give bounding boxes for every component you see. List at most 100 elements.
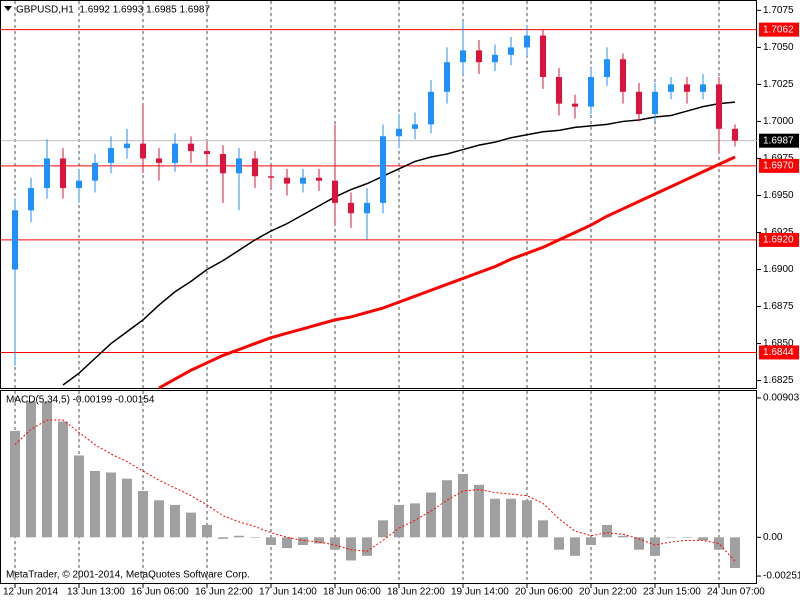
level-label-box xyxy=(759,22,799,37)
macd-bar xyxy=(570,537,580,556)
macd-bar xyxy=(506,498,516,538)
candle-body xyxy=(108,148,114,163)
menu-arrow xyxy=(4,6,12,11)
candle-body xyxy=(348,202,354,214)
x-tick-label: 20 Jun 06:00 xyxy=(515,587,573,598)
candle-body xyxy=(188,143,194,152)
candle-body xyxy=(700,84,706,92)
macd-bar xyxy=(474,484,484,538)
macd-bar xyxy=(266,537,276,546)
candle-body xyxy=(156,158,162,163)
macd-bar xyxy=(314,537,324,544)
current-price-box xyxy=(759,133,799,148)
candle-body xyxy=(300,177,306,184)
y-tick-label: 1.6950 xyxy=(763,190,794,201)
candle-body xyxy=(524,35,530,48)
candle-body xyxy=(716,84,722,129)
y-tick-label: 1.7050 xyxy=(763,42,794,53)
y-tick-label: 1.6875 xyxy=(763,301,794,312)
macd-bar xyxy=(122,478,132,538)
candle-body xyxy=(540,35,546,78)
y-tick-label: -0.00251 xyxy=(763,571,800,582)
candle-body xyxy=(236,158,242,174)
macd-bar xyxy=(202,524,212,538)
candle-body xyxy=(364,202,370,214)
y-tick-label: 1.7025 xyxy=(763,79,794,90)
macd-bar xyxy=(362,537,372,556)
y-tick-label: 1.6825 xyxy=(763,375,794,386)
macd-bar xyxy=(666,537,676,538)
candle-body xyxy=(620,59,626,92)
candle-body xyxy=(60,158,66,189)
candle-body xyxy=(172,143,178,163)
current-price-label: 1.6987 xyxy=(763,135,794,146)
candle-body xyxy=(124,143,130,149)
macd-bar xyxy=(42,401,52,538)
macd-bar xyxy=(602,524,612,538)
chart-title: GBPUSD,H1 1.6992 1.6993 1.6985 1.6987 xyxy=(16,5,210,16)
macd-bar xyxy=(26,401,36,538)
macd-bar xyxy=(394,504,404,538)
x-tick-label: 19 Jun 14:00 xyxy=(451,587,509,598)
x-tick-label: 18 Jun 06:00 xyxy=(323,587,381,598)
candle-body xyxy=(284,177,290,184)
copyright: MetaTrader, © 2001-2014, MetaQuotes Soft… xyxy=(6,570,250,581)
x-tick-label: 16 Jun 22:00 xyxy=(195,587,253,598)
macd-bar xyxy=(154,500,164,538)
macd-bar xyxy=(378,520,388,538)
y-tick-label: 0.00 xyxy=(763,532,783,543)
candle-body xyxy=(492,54,498,63)
y-tick-label: 1.7075 xyxy=(763,5,794,16)
macd-bar xyxy=(682,537,692,538)
macd-bar xyxy=(10,430,20,538)
moving-average xyxy=(158,155,736,390)
candle-body xyxy=(476,50,482,63)
macd-bar xyxy=(250,537,260,538)
macd-bar xyxy=(730,537,740,569)
y-tick-label: 1.6850 xyxy=(763,338,794,349)
level-label-box xyxy=(759,158,799,173)
macd-bar xyxy=(442,480,452,538)
candle-body xyxy=(588,77,594,107)
candle-body xyxy=(140,143,146,159)
macd-bar xyxy=(586,537,596,546)
candle-body xyxy=(268,176,274,178)
x-tick-label: 16 Jun 06:00 xyxy=(131,587,189,598)
candle-body xyxy=(444,62,450,92)
candle-body xyxy=(44,158,50,189)
macd-bar xyxy=(522,500,532,538)
level-label-box xyxy=(759,232,799,247)
macd-title: MACD(5,34,5) -0.00199 -0.00154 xyxy=(6,395,155,406)
macd-bar xyxy=(282,537,292,549)
candle-body xyxy=(428,91,434,125)
y-tick-label: 1.6900 xyxy=(763,264,794,275)
candle-body xyxy=(12,210,18,270)
price-panel xyxy=(0,0,757,389)
macd-bar xyxy=(554,537,564,550)
macd-bar xyxy=(714,537,724,550)
macd-bar xyxy=(218,537,228,539)
candle-body xyxy=(76,180,82,189)
x-tick-label: 24 Jun 07:00 xyxy=(707,587,765,598)
macd-bar xyxy=(490,498,500,538)
x-tick-label: 18 Jun 22:00 xyxy=(387,587,445,598)
candle-body xyxy=(396,128,402,137)
moving-average xyxy=(62,101,736,386)
macd-bar xyxy=(74,455,84,538)
macd-bar xyxy=(234,535,244,538)
macd-bar xyxy=(618,535,628,538)
x-tick-label: 23 Jun 15:00 xyxy=(643,587,701,598)
x-tick-label: 20 Jun 22:00 xyxy=(579,587,637,598)
y-tick-label: 0.00903 xyxy=(763,393,800,404)
candle-body xyxy=(572,103,578,107)
y-tick-label: 1.7000 xyxy=(763,116,794,127)
x-tick-label: 12 Jun 2014 xyxy=(3,587,58,598)
macd-bar xyxy=(138,491,148,538)
candle-body xyxy=(460,50,466,63)
level-label: 1.7062 xyxy=(763,24,794,35)
macd-bar xyxy=(538,520,548,538)
candle-body xyxy=(668,84,674,92)
